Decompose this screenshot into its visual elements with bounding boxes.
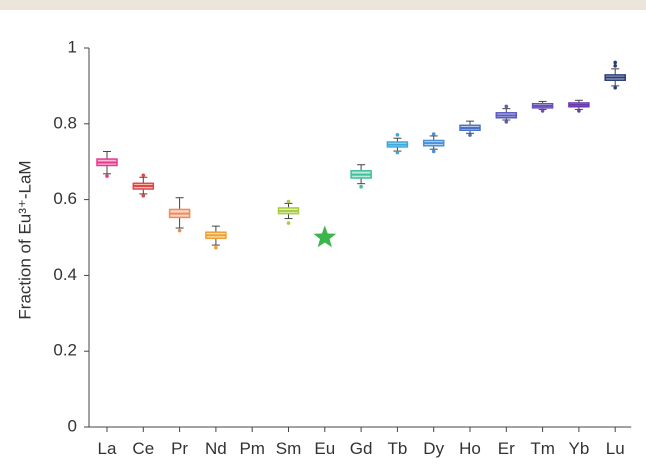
outlier-point: [540, 109, 545, 113]
outlier-point: [141, 194, 146, 198]
x-tick-label-ce: Ce: [132, 439, 154, 458]
box-yb: [568, 99, 590, 113]
outlier-point: [577, 109, 581, 113]
x-tick-label-lu: Lu: [606, 439, 625, 458]
x-tick-label-dy: Dy: [423, 439, 444, 458]
box-sm: [277, 199, 300, 225]
boxes: [96, 60, 626, 250]
outlier-point: [214, 245, 218, 250]
star-marker-eu: [313, 225, 337, 248]
outlier-point: [504, 104, 509, 109]
outlier-point: [395, 150, 400, 155]
outlier-point: [431, 149, 436, 154]
outlier-point: [613, 64, 617, 68]
outlier-point: [286, 221, 291, 225]
x-tick-label-gd: Gd: [350, 439, 373, 458]
box-la: [96, 150, 118, 178]
x-tick-labels: La Ce Pr Nd Pm Sm Eu Gd Tb Dy Ho Er Tm Yb Lu: [98, 439, 625, 458]
outlier-point: [141, 173, 146, 178]
x-tick-label-yb: Yb: [569, 439, 590, 458]
y-tick-label: 0.6: [53, 189, 77, 208]
top-border-band: [0, 0, 646, 10]
box-dy: [422, 132, 445, 154]
y-tick-label: 0: [68, 416, 77, 435]
outlier-point: [613, 60, 617, 65]
outlier-point: [431, 132, 436, 136]
y-tick-label: 0.4: [53, 265, 77, 284]
x-tick-label-sm: Sm: [276, 439, 302, 458]
x-tick-label-pm: Pm: [239, 439, 265, 458]
x-tick-label-ho: Ho: [459, 439, 481, 458]
x-tick-label-la: La: [98, 439, 117, 458]
box-tb: [386, 132, 409, 155]
y-tick-label: 0.2: [53, 341, 77, 360]
y-tick-label: 0.8: [53, 113, 77, 132]
x-tick-label-er: Er: [498, 439, 515, 458]
outlier-point: [359, 184, 363, 189]
x-tick-label-pr: Pr: [171, 439, 188, 458]
x-tick-label-nd: Nd: [205, 439, 227, 458]
box-ho: [459, 120, 481, 137]
x-tick-label-tm: Tm: [530, 439, 555, 458]
y-tick-label: 1: [68, 37, 77, 56]
outlier-point: [177, 228, 182, 233]
y-axis-label: Fraction of Eu³⁺-LaM: [15, 160, 34, 319]
markers: [313, 225, 337, 248]
x-tick-label-eu: Eu: [314, 439, 335, 458]
outlier-point: [504, 120, 509, 124]
box-gd: [350, 164, 372, 189]
outlier-point: [395, 132, 400, 137]
y-tick-labels: 0 0.2 0.4 0.6 0.8 1: [53, 37, 77, 435]
x-tick-label-tb: Tb: [387, 439, 407, 458]
outlier-point: [105, 174, 109, 178]
box-nd: [205, 225, 227, 250]
axes: [84, 47, 632, 432]
outlier-point: [613, 85, 617, 90]
outlier-point: [286, 199, 291, 204]
outlier-point: [468, 133, 472, 137]
box-lu: [604, 60, 626, 90]
box-er: [495, 104, 518, 124]
box-tm: [531, 100, 554, 113]
box-ce: [132, 173, 155, 198]
box-pr: [168, 197, 191, 233]
